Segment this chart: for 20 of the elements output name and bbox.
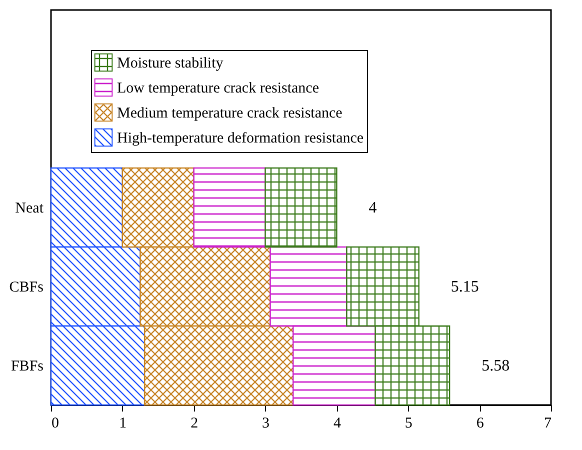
legend-label: Low temperature crack resistance	[117, 80, 320, 96]
x-tick-label: 0	[52, 416, 59, 432]
total-label: 5.58	[482, 358, 510, 374]
legend-label: Medium temperature crack resistance	[117, 106, 343, 122]
y-tick-label: CBFs	[9, 280, 44, 296]
bar	[264, 167, 338, 248]
x-tick-label: 7	[544, 416, 552, 432]
x-tick-label: 6	[476, 416, 484, 432]
x-tick-label: 4	[333, 416, 342, 432]
x-tick-label: 1	[119, 416, 127, 432]
x-tick-label: 2	[190, 416, 198, 432]
y-tick-label: FBFs	[10, 358, 44, 374]
total-label: 4	[368, 200, 377, 216]
legend-label: Moisture stability	[117, 56, 224, 72]
bar	[193, 167, 266, 248]
x-tick-label: 3	[262, 416, 270, 432]
y-tick-label: Neat	[15, 200, 44, 216]
total-label: 5.15	[450, 278, 479, 296]
legend-label: High-temperature deformation resistance	[117, 130, 364, 146]
x-tick-label: 5	[404, 416, 412, 432]
